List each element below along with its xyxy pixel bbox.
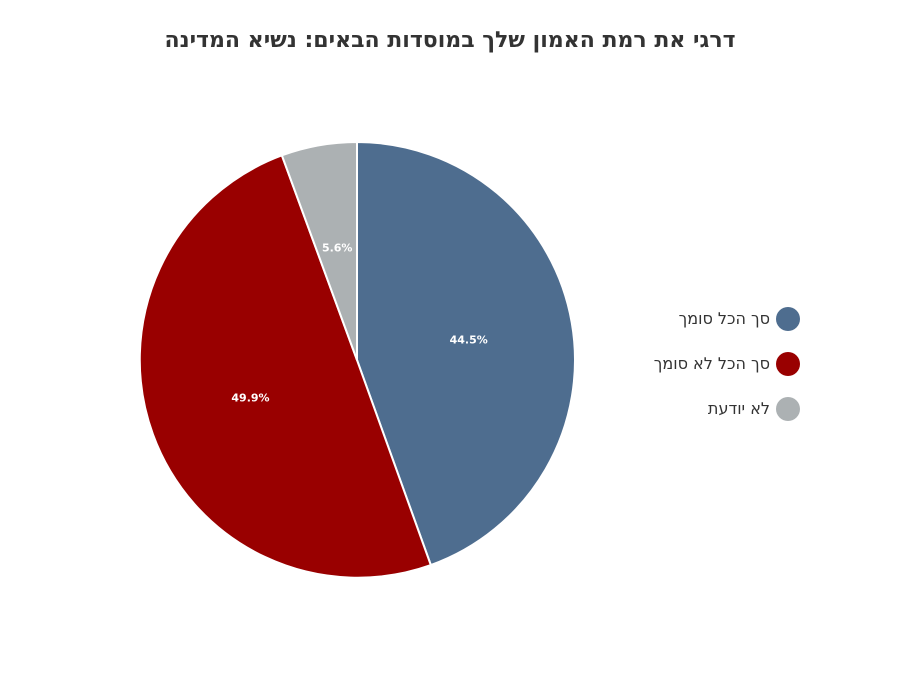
slice-label-dont-know: 5.6%	[322, 241, 353, 254]
pie-slices	[138, 141, 576, 579]
chart-legend: סך הכל סומך סך הכל לא סומך לא יודעת	[654, 296, 800, 431]
legend-marker-distrust	[776, 351, 800, 376]
legend-item-distrust[interactable]: סך הכל לא סומך	[654, 341, 800, 386]
pie-slice-labels: 44.5% 49.9% 5.6%	[231, 241, 487, 404]
legend-item-dont-know[interactable]: לא יודעת	[654, 386, 800, 431]
legend-marker-dont-know	[776, 396, 800, 421]
legend-label-dont-know: לא יודעת	[707, 399, 770, 418]
slice-label-distrust: 49.9%	[231, 392, 269, 405]
pie-slice-distrust[interactable]	[138, 154, 432, 579]
pie-slice-dont-know[interactable]	[280, 141, 358, 361]
slice-label-trust: 44.5%	[450, 334, 488, 347]
pie-slice-trust[interactable]	[356, 141, 576, 567]
legend-label-trust: סך הכל סומך	[678, 309, 770, 328]
legend-marker-trust	[776, 306, 800, 331]
legend-item-trust[interactable]: סך הכל סומך	[654, 296, 800, 341]
legend-label-distrust: סך הכל לא סומך	[653, 354, 770, 373]
chart-title: דרגי את רמת האמון שלך במוסדות הבאים: נשי…	[164, 28, 736, 53]
